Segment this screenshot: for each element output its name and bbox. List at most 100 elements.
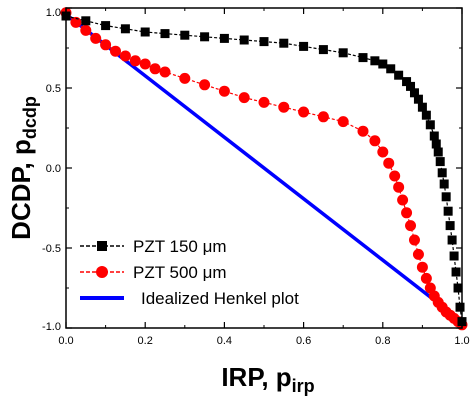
data-point-pzt-500 — [238, 92, 250, 104]
y-tick-label: 0.0 — [46, 163, 61, 175]
data-point-pzt-150 — [279, 38, 289, 48]
data-point-pzt-150 — [421, 110, 431, 120]
data-point-pzt-500 — [90, 32, 102, 44]
data-point-pzt-150 — [81, 16, 91, 26]
data-point-pzt-500 — [218, 85, 230, 97]
data-point-pzt-150 — [200, 32, 210, 42]
plot-area — [60, 7, 468, 331]
y-tick-label: -1.0 — [42, 321, 61, 333]
data-point-pzt-150 — [370, 56, 380, 66]
data-point-pzt-500 — [159, 66, 171, 78]
data-point-pzt-150 — [299, 41, 309, 51]
x-tick-label: 0.0 — [58, 335, 73, 347]
data-point-pzt-150 — [406, 81, 416, 91]
data-point-pzt-150 — [417, 102, 427, 112]
x-axis-title-sub: irp — [292, 376, 315, 396]
data-point-pzt-500 — [317, 111, 329, 123]
data-point-pzt-150 — [219, 33, 229, 43]
data-point-pzt-500 — [408, 234, 420, 246]
data-point-pzt-500 — [383, 157, 395, 169]
data-point-pzt-150 — [435, 157, 445, 167]
data-point-pzt-150 — [120, 24, 130, 34]
data-point-pzt-500 — [369, 135, 381, 147]
data-point-pzt-150 — [437, 168, 447, 178]
data-point-pzt-150 — [378, 59, 388, 69]
data-point-pzt-150 — [439, 179, 449, 189]
y-axis-title-main: DCDP, p — [6, 139, 36, 240]
data-point-pzt-150 — [425, 120, 435, 130]
data-point-pzt-150 — [239, 35, 249, 45]
y-axis-ticks: -1.0 -0.5 0.0 0.5 1.0 — [42, 7, 462, 333]
data-point-pzt-150 — [413, 94, 423, 104]
data-point-pzt-500 — [70, 16, 82, 28]
data-point-pzt-150 — [318, 45, 328, 55]
data-point-pzt-500 — [110, 45, 121, 57]
legend-entry-pzt-500: PZT 500 μm — [80, 263, 227, 282]
y-tick-label: 1.0 — [46, 7, 61, 19]
data-point-pzt-150 — [180, 30, 190, 40]
legend-square-marker — [97, 241, 107, 251]
data-point-pzt-500 — [149, 63, 161, 75]
data-point-pzt-500 — [337, 116, 349, 128]
data-point-pzt-500 — [179, 72, 191, 84]
data-point-pzt-500 — [119, 50, 131, 62]
data-point-pzt-150 — [441, 192, 451, 202]
data-point-pzt-500 — [393, 181, 405, 193]
legend-label-pzt-150: PZT 150 μm — [133, 237, 227, 256]
data-point-pzt-150 — [453, 283, 463, 293]
data-point-pzt-150 — [358, 53, 368, 63]
x-axis-title-main: IRP, p — [221, 362, 291, 392]
data-point-pzt-500 — [258, 96, 270, 108]
data-point-pzt-150 — [259, 37, 269, 47]
x-tick-label: 1.0 — [454, 335, 469, 347]
data-point-pzt-500 — [412, 248, 424, 260]
x-tick-label: 0.6 — [296, 335, 311, 347]
data-point-pzt-150 — [449, 251, 459, 261]
data-point-pzt-150 — [455, 302, 465, 312]
data-point-pzt-500 — [389, 170, 401, 182]
y-axis-title: DCDP, pdcdp — [6, 96, 40, 240]
data-point-pzt-500 — [298, 106, 310, 118]
data-point-pzt-500 — [100, 39, 112, 51]
data-point-pzt-150 — [160, 29, 170, 39]
data-point-pzt-500 — [397, 194, 409, 206]
data-point-pzt-150 — [394, 70, 404, 80]
data-point-pzt-500 — [377, 146, 389, 158]
x-axis-ticks: 0.0 0.2 0.4 0.6 0.8 1.0 — [58, 8, 470, 347]
data-point-pzt-150 — [445, 221, 455, 231]
y-tick-label: -0.5 — [42, 243, 61, 255]
legend-label-pzt-500: PZT 500 μm — [133, 263, 227, 282]
x-axis-title: IRP, pirp — [221, 362, 314, 396]
x-tick-label: 0.4 — [217, 335, 232, 347]
data-point-pzt-500 — [129, 55, 141, 67]
data-point-pzt-150 — [451, 267, 461, 277]
data-point-pzt-150 — [433, 147, 443, 157]
x-tick-label: 0.2 — [138, 335, 153, 347]
data-point-pzt-500 — [401, 207, 413, 219]
legend-circle-marker — [96, 266, 108, 278]
data-point-pzt-500 — [278, 101, 290, 113]
data-point-pzt-150 — [431, 139, 441, 149]
data-point-pzt-150 — [402, 77, 412, 87]
data-point-pzt-500 — [405, 220, 417, 232]
data-point-pzt-500 — [416, 261, 428, 273]
data-point-pzt-500 — [199, 79, 211, 91]
y-tick-label: 0.5 — [46, 83, 61, 95]
y-axis-title-sub: dcdp — [20, 96, 40, 139]
data-point-pzt-150 — [338, 48, 348, 58]
data-point-pzt-150 — [409, 88, 419, 98]
data-point-pzt-500 — [420, 272, 432, 284]
legend-entry-henkel: Idealized Henkel plot — [80, 289, 299, 308]
x-tick-label: 0.8 — [375, 335, 390, 347]
data-point-pzt-150 — [386, 64, 396, 74]
data-point-pzt-150 — [101, 21, 111, 31]
legend-label-henkel: Idealized Henkel plot — [141, 289, 299, 308]
data-point-pzt-150 — [429, 131, 439, 141]
data-point-pzt-500 — [357, 125, 369, 137]
data-point-pzt-500 — [139, 58, 151, 70]
data-point-pzt-150 — [447, 235, 457, 245]
legend: PZT 150 μm PZT 500 μm Idealized Henkel p… — [80, 237, 299, 308]
series-line-henkel — [64, 13, 464, 323]
data-point-pzt-500 — [80, 24, 92, 36]
